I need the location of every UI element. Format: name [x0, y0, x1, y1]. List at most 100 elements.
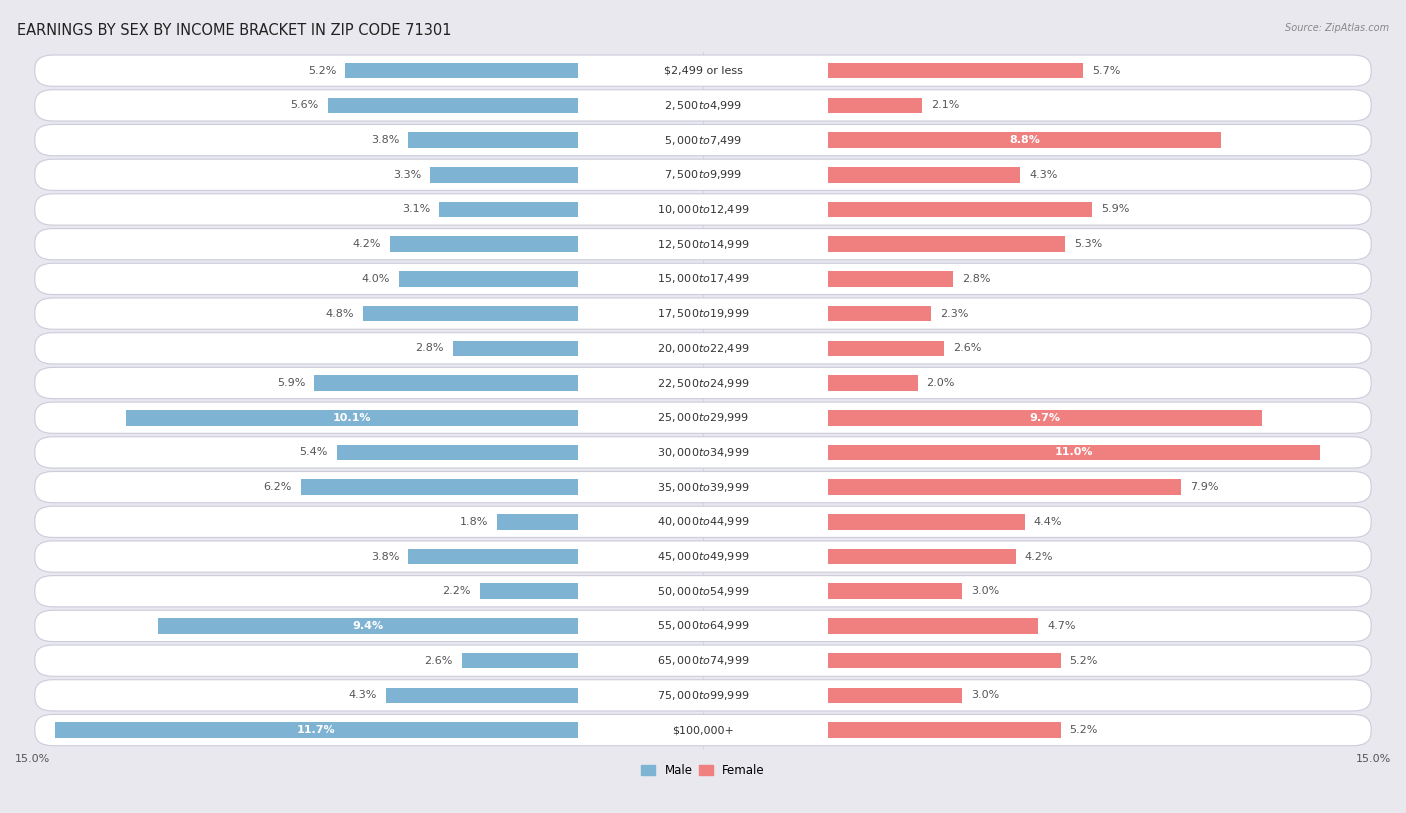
- Bar: [828, 202, 1092, 217]
- FancyBboxPatch shape: [35, 228, 1371, 260]
- Text: 5.6%: 5.6%: [291, 100, 319, 111]
- Text: 10.1%: 10.1%: [333, 413, 371, 423]
- FancyBboxPatch shape: [35, 333, 1371, 364]
- FancyBboxPatch shape: [35, 472, 1371, 502]
- FancyBboxPatch shape: [35, 402, 1371, 433]
- Text: 5.2%: 5.2%: [1070, 655, 1098, 666]
- Text: $40,000 to $44,999: $40,000 to $44,999: [657, 515, 749, 528]
- FancyBboxPatch shape: [35, 89, 1371, 121]
- Text: EARNINGS BY SEX BY INCOME BRACKET IN ZIP CODE 71301: EARNINGS BY SEX BY INCOME BRACKET IN ZIP…: [17, 23, 451, 37]
- Text: $35,000 to $39,999: $35,000 to $39,999: [657, 480, 749, 493]
- Text: 5.7%: 5.7%: [1092, 66, 1121, 76]
- Bar: [430, 167, 578, 183]
- Text: $20,000 to $22,499: $20,000 to $22,499: [657, 341, 749, 354]
- Bar: [127, 410, 578, 425]
- Text: 3.8%: 3.8%: [371, 135, 399, 145]
- Bar: [314, 376, 578, 391]
- Text: 8.8%: 8.8%: [1010, 135, 1040, 145]
- Bar: [828, 306, 931, 321]
- Bar: [363, 306, 578, 321]
- Text: 2.6%: 2.6%: [953, 343, 981, 354]
- Text: $17,500 to $19,999: $17,500 to $19,999: [657, 307, 749, 320]
- Text: 4.2%: 4.2%: [1025, 551, 1053, 562]
- Bar: [498, 514, 578, 529]
- FancyBboxPatch shape: [35, 367, 1371, 398]
- Bar: [828, 688, 962, 703]
- Text: $75,000 to $99,999: $75,000 to $99,999: [657, 689, 749, 702]
- Legend: Male, Female: Male, Female: [637, 759, 769, 781]
- Text: 4.4%: 4.4%: [1033, 517, 1062, 527]
- Bar: [828, 341, 945, 356]
- Text: 11.7%: 11.7%: [297, 725, 336, 735]
- Bar: [828, 167, 1021, 183]
- Text: 7.9%: 7.9%: [1189, 482, 1219, 492]
- Bar: [828, 133, 1222, 148]
- Text: $55,000 to $64,999: $55,000 to $64,999: [657, 620, 749, 633]
- Bar: [55, 722, 578, 738]
- Bar: [828, 271, 953, 287]
- Bar: [399, 271, 578, 287]
- FancyBboxPatch shape: [35, 680, 1371, 711]
- FancyBboxPatch shape: [35, 159, 1371, 190]
- FancyBboxPatch shape: [35, 611, 1371, 641]
- Bar: [828, 584, 962, 599]
- Text: $25,000 to $29,999: $25,000 to $29,999: [657, 411, 749, 424]
- Bar: [828, 237, 1064, 252]
- FancyBboxPatch shape: [35, 55, 1371, 86]
- Text: $2,499 or less: $2,499 or less: [664, 66, 742, 76]
- Text: 5.9%: 5.9%: [277, 378, 305, 388]
- Text: 2.0%: 2.0%: [927, 378, 955, 388]
- Bar: [346, 63, 578, 79]
- Text: 3.3%: 3.3%: [394, 170, 422, 180]
- Text: 6.2%: 6.2%: [263, 482, 292, 492]
- Bar: [828, 722, 1060, 738]
- Bar: [461, 653, 578, 668]
- Text: $100,000+: $100,000+: [672, 725, 734, 735]
- Text: 3.1%: 3.1%: [402, 205, 430, 215]
- Bar: [479, 584, 578, 599]
- FancyBboxPatch shape: [35, 506, 1371, 537]
- Bar: [828, 618, 1038, 634]
- Bar: [828, 549, 1017, 564]
- FancyBboxPatch shape: [35, 298, 1371, 329]
- Bar: [828, 410, 1261, 425]
- Bar: [439, 202, 578, 217]
- FancyBboxPatch shape: [35, 541, 1371, 572]
- FancyBboxPatch shape: [35, 193, 1371, 225]
- Text: 5.2%: 5.2%: [1070, 725, 1098, 735]
- Text: 4.2%: 4.2%: [353, 239, 381, 250]
- Text: Source: ZipAtlas.com: Source: ZipAtlas.com: [1285, 23, 1389, 33]
- Text: 4.3%: 4.3%: [349, 690, 377, 700]
- Text: $2,500 to $4,999: $2,500 to $4,999: [664, 99, 742, 112]
- Bar: [828, 653, 1060, 668]
- Text: 4.7%: 4.7%: [1047, 621, 1076, 631]
- Text: 5.2%: 5.2%: [308, 66, 336, 76]
- Text: $5,000 to $7,499: $5,000 to $7,499: [664, 133, 742, 146]
- Text: $10,000 to $12,499: $10,000 to $12,499: [657, 203, 749, 216]
- Bar: [828, 98, 922, 113]
- Bar: [828, 376, 918, 391]
- Bar: [828, 480, 1181, 495]
- FancyBboxPatch shape: [35, 124, 1371, 156]
- Bar: [328, 98, 578, 113]
- Text: 5.4%: 5.4%: [299, 447, 328, 458]
- Bar: [408, 133, 578, 148]
- Bar: [385, 688, 578, 703]
- Text: 1.8%: 1.8%: [460, 517, 488, 527]
- Bar: [828, 514, 1025, 529]
- Text: 4.0%: 4.0%: [361, 274, 389, 284]
- FancyBboxPatch shape: [35, 263, 1371, 294]
- Text: 2.8%: 2.8%: [415, 343, 444, 354]
- FancyBboxPatch shape: [35, 437, 1371, 468]
- FancyBboxPatch shape: [35, 715, 1371, 746]
- Text: $45,000 to $49,999: $45,000 to $49,999: [657, 550, 749, 563]
- Bar: [408, 549, 578, 564]
- Text: $15,000 to $17,499: $15,000 to $17,499: [657, 272, 749, 285]
- Text: 2.6%: 2.6%: [425, 655, 453, 666]
- Text: 3.8%: 3.8%: [371, 551, 399, 562]
- Text: 3.0%: 3.0%: [972, 690, 1000, 700]
- Text: 9.7%: 9.7%: [1029, 413, 1060, 423]
- Bar: [828, 445, 1320, 460]
- Text: 2.2%: 2.2%: [441, 586, 471, 596]
- Bar: [157, 618, 578, 634]
